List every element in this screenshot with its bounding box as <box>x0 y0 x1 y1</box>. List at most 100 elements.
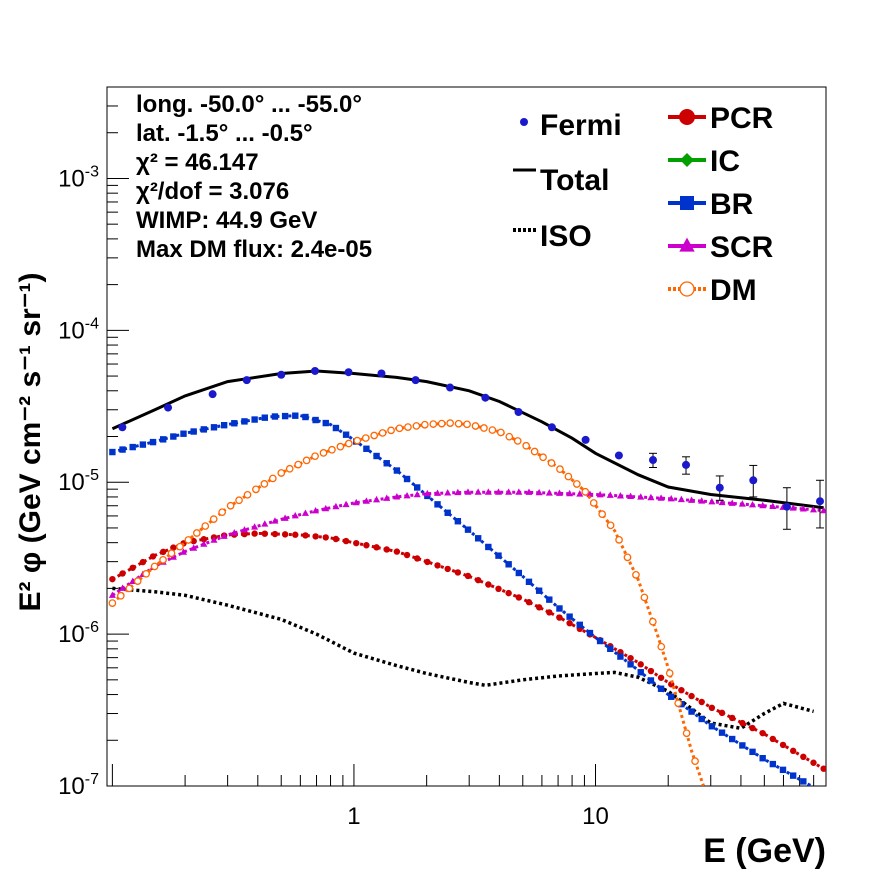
total-curve <box>111 369 824 510</box>
scr-point <box>545 489 553 496</box>
scr-point <box>190 544 198 551</box>
scr-point <box>698 497 706 504</box>
pcr-point <box>434 562 441 569</box>
pcr-point <box>739 719 746 727</box>
pcr-point <box>109 575 116 583</box>
series-layer <box>108 366 826 786</box>
legend-left: Fermi Total ISO <box>513 109 622 253</box>
pcr-point <box>556 614 563 621</box>
legend-fermi-marker <box>520 118 528 126</box>
scr-point <box>301 509 309 516</box>
pcr-point <box>373 544 380 551</box>
fermi-point <box>118 423 127 432</box>
pcr-point <box>251 530 258 537</box>
pcr-point <box>383 546 390 553</box>
y-tick-label: 10-4 <box>58 315 99 344</box>
br-point <box>200 426 208 433</box>
scr-point <box>657 494 665 501</box>
pcr-point <box>292 531 299 538</box>
legend-label: ISO <box>540 220 592 253</box>
dm-point <box>615 535 623 544</box>
fermi-point <box>581 435 590 444</box>
pcr-point <box>302 532 309 539</box>
dm-point <box>319 449 328 457</box>
dm-point <box>513 437 522 445</box>
pcr-point <box>454 569 462 576</box>
legend-pcr-marker <box>679 109 695 125</box>
y-tick-label: 10-3 <box>58 163 99 192</box>
dm-point <box>353 436 362 445</box>
dm-point <box>581 487 590 496</box>
info-line: WIMP: 44.9 GeV <box>136 207 317 234</box>
br-point <box>637 669 644 676</box>
br-point <box>627 661 634 668</box>
scr-point <box>393 493 401 500</box>
pcr-point <box>139 558 147 566</box>
dm-point <box>446 419 455 427</box>
fermi-point <box>277 370 286 379</box>
scr-point <box>748 501 757 508</box>
pcr-point <box>170 544 177 551</box>
scr-point <box>220 532 228 539</box>
dm-point <box>268 474 277 483</box>
br-point <box>119 446 126 453</box>
pcr-point <box>515 594 523 601</box>
pcr-point <box>779 741 787 749</box>
dm-point <box>150 562 159 571</box>
pcr-point <box>261 530 268 537</box>
dm-point <box>395 424 404 433</box>
scr-point <box>413 490 421 498</box>
dm-point <box>252 485 260 494</box>
br-point <box>332 424 340 432</box>
dm-point <box>133 577 142 585</box>
scr-point <box>291 512 299 519</box>
scr-point <box>251 523 259 530</box>
dm-point <box>640 593 649 602</box>
series-iso <box>112 586 815 731</box>
pcr-point <box>627 654 634 662</box>
pcr-point <box>332 535 340 543</box>
fermi-point <box>377 369 386 378</box>
scr-point <box>444 489 452 496</box>
scr-point <box>261 520 269 527</box>
scr-point <box>312 507 320 514</box>
pcr-point <box>637 661 644 668</box>
scr-point <box>464 488 472 495</box>
scr-point <box>799 505 807 512</box>
scr-point <box>789 504 797 511</box>
series-dm <box>108 419 705 786</box>
fermi-point <box>311 366 320 375</box>
br-point <box>251 416 258 423</box>
scr-point <box>474 488 482 495</box>
pcr-point <box>800 753 807 761</box>
scr-point <box>566 489 574 497</box>
scr-point <box>505 488 513 495</box>
x-tick-label: 10 <box>582 803 609 830</box>
fermi-point <box>208 390 217 399</box>
fermi-point <box>411 376 420 385</box>
pcr-point <box>688 692 695 700</box>
br-point <box>220 421 228 429</box>
pcr-point <box>789 747 797 755</box>
br-point <box>454 518 462 525</box>
pcr-point <box>342 537 350 545</box>
br-point <box>312 416 319 424</box>
dm-point <box>142 569 151 578</box>
dm-point <box>564 472 573 481</box>
pcr-point <box>769 735 777 743</box>
br-point <box>647 677 655 684</box>
dm-point <box>589 499 598 507</box>
fermi-point <box>164 403 173 412</box>
br-point <box>525 578 533 586</box>
br-point <box>109 448 116 456</box>
br-point <box>800 778 807 785</box>
scr-point <box>667 494 675 502</box>
legend-dm-marker <box>679 281 695 297</box>
pcr-point <box>119 570 126 577</box>
dm-point <box>682 729 691 738</box>
pcr-point <box>708 704 716 712</box>
scr-point <box>627 492 635 500</box>
scr-point <box>606 491 614 498</box>
scr-point <box>525 488 533 495</box>
pcr-point <box>810 759 817 766</box>
